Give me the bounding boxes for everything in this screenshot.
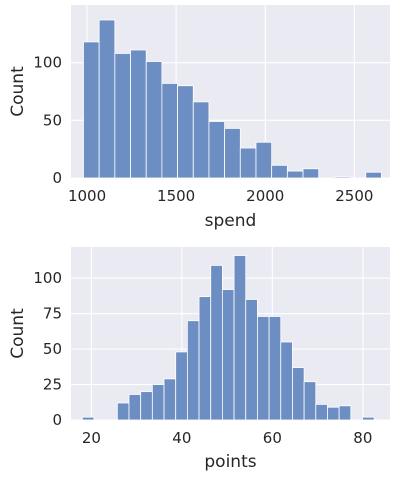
y-axis-label: Count [8,66,28,117]
spend-histogram-bar [192,101,210,179]
x-tick-label: 60 [263,429,282,447]
points-histogram-bar [222,289,235,421]
points-histogram-bar [81,416,95,421]
points-histogram-bar [140,391,153,421]
y-tick-label: 0 [52,169,62,187]
y-tick-label: 25 [43,376,62,394]
spend-histogram-bar [161,83,178,179]
y-tick-label: 100 [33,269,62,287]
points-histogram-bar [268,316,282,421]
spend-histogram-bar [365,171,382,179]
spend-histogram-bar [224,128,241,179]
points-histogram-bar [151,384,165,421]
points-histogram-bar [175,351,188,421]
x-axis-label: points [204,452,256,472]
points-histogram-bar [245,299,258,421]
points-histogram-bar [327,406,340,421]
spend-histogram-panel: 1000 1500 2000 2500 0 50 100 spend Count [8,5,390,231]
points-histogram-bar [303,381,317,421]
spend-histogram-bar [239,147,257,179]
points-histogram-bar [163,378,177,421]
x-tick-label: 80 [353,429,372,447]
points-histogram-bar [128,394,142,421]
y-tick-label: 0 [52,411,62,429]
spend-histogram-bar [208,121,226,179]
points-histogram-panel: 20 40 60 80 0 25 50 75 100 points Count [8,247,390,472]
y-tick-label: 100 [33,54,62,72]
points-histogram-bar [362,416,375,421]
spend-histogram-bar [130,49,147,179]
x-tick-label: 40 [172,429,191,447]
points-histogram-bar [116,402,130,421]
points-histogram-bar [233,255,247,421]
points-histogram-bar [315,404,328,421]
spend-histogram-bar [98,19,116,179]
points-histogram-bar [292,367,305,421]
x-tick-label: 1500 [157,187,195,205]
y-axis-label: Count [8,308,28,359]
points-histogram-bar [186,320,200,421]
points-histogram-bar [257,316,270,421]
points-histogram-bar [210,265,223,421]
points-histogram-bar [280,341,293,421]
x-tick-label: 20 [82,429,101,447]
y-tick-label: 75 [43,305,62,323]
spend-histogram-bar [83,41,100,179]
y-tick-label: 50 [43,111,62,129]
spend-histogram-bar [114,53,131,179]
points-histogram-bar [338,405,352,421]
spend-histogram-bar [145,61,163,179]
x-tick-label: 2500 [335,187,373,205]
spend-histogram-bar [286,170,304,179]
x-tick-label: 1000 [68,187,106,205]
x-tick-label: 2000 [246,187,284,205]
spend-histogram-bar [302,168,320,179]
y-tick-label: 50 [43,340,62,358]
points-histogram-bar [198,296,212,421]
spend-histogram-bar [271,164,288,179]
spend-histogram-bar [177,85,194,179]
spend-histogram-bar [333,176,351,179]
x-axis-label: spend [205,211,257,231]
spend-histogram-bar [255,141,273,179]
